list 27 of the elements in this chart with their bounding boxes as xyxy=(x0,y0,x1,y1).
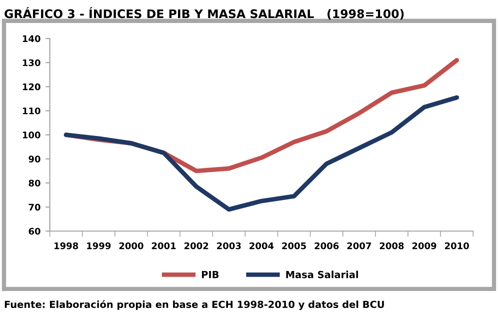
source-note: Fuente: Elaboración propia en base a ECH 1998-2010 y datos del BCU xyxy=(4,300,384,310)
x-tick-label: 2002 xyxy=(184,242,208,250)
y-tick-label: 100 xyxy=(22,132,40,138)
legend-label: Masa Salarial xyxy=(286,270,358,278)
x-tick-label: 2009 xyxy=(412,242,436,250)
x-tick-label: 1998 xyxy=(54,242,78,250)
legend-label: PIB xyxy=(202,270,219,278)
line-series xyxy=(64,95,460,212)
y-tick-label: 70 xyxy=(28,204,40,211)
x-tick-label: 2001 xyxy=(152,242,176,250)
y-tick-label: 120 xyxy=(22,83,40,90)
y-tick-label: 80 xyxy=(28,180,40,187)
y-tick-label: 60 xyxy=(28,228,40,235)
y-tick-label: 110 xyxy=(22,107,40,114)
x-tick-label: 2003 xyxy=(217,242,241,250)
x-tick-label: 2006 xyxy=(314,242,339,250)
x-tick-label: 1999 xyxy=(87,242,111,250)
y-tick-label: 130 xyxy=(22,59,40,66)
x-tick-label: 2005 xyxy=(282,242,306,250)
x-tick-label: 2010 xyxy=(444,242,469,250)
y-tick-label: 140 xyxy=(22,35,40,42)
x-tick-label: 2000 xyxy=(119,242,144,250)
chart-title: GRÁFICO 3 - ÍNDICES DE PIB Y MASA SALARIAL (1998=100) xyxy=(4,7,404,20)
x-tick-label: 2007 xyxy=(347,242,371,250)
y-tick-label: 90 xyxy=(28,156,40,162)
x-tick-label: 2004 xyxy=(250,242,274,250)
x-tick-label: 2008 xyxy=(380,242,404,250)
